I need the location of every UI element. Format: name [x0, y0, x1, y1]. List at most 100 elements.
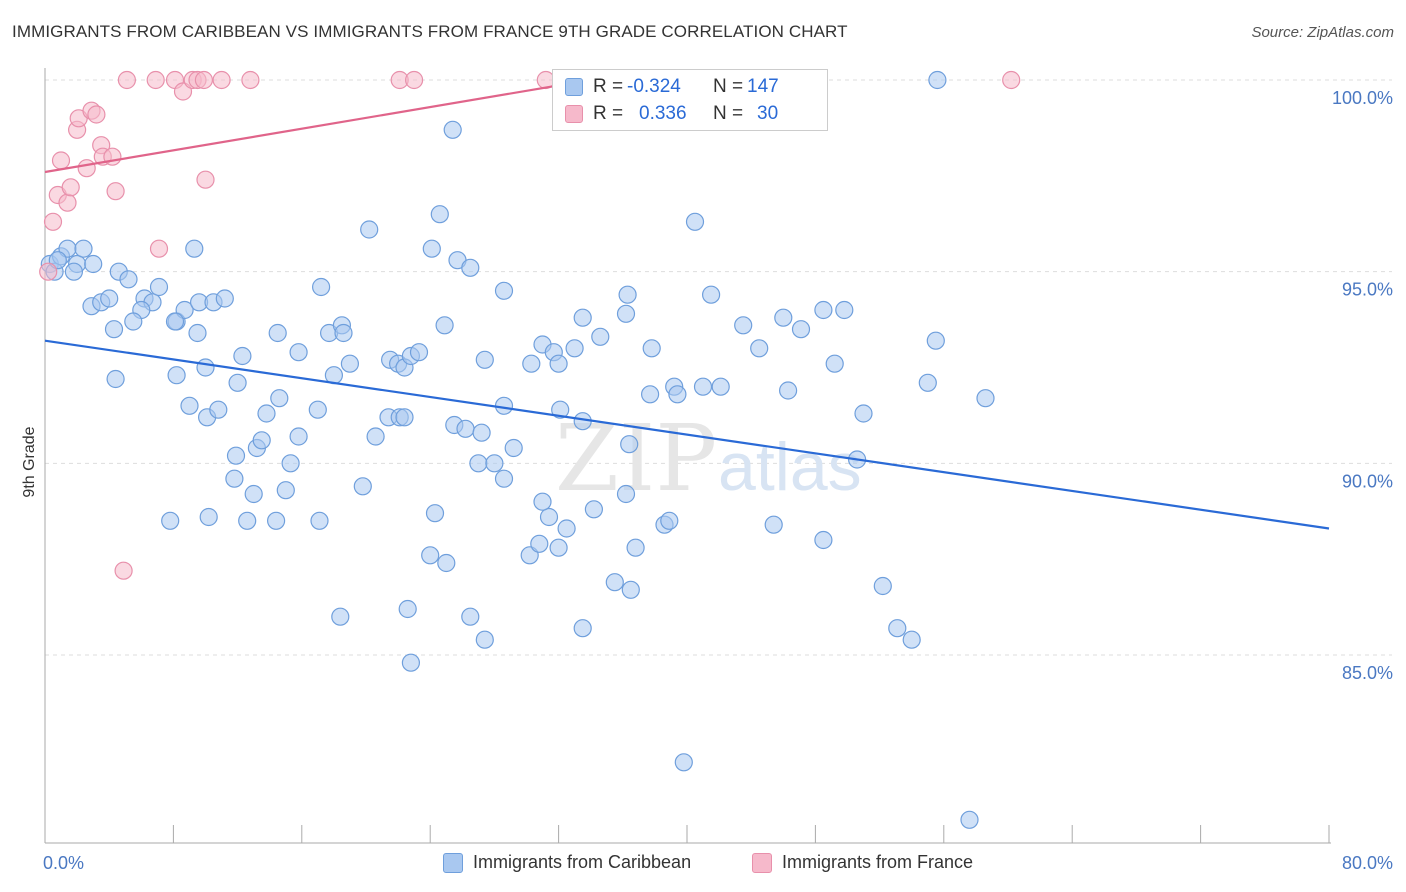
data-point: [106, 182, 125, 201]
data-point: [701, 285, 721, 304]
legend-swatch-caribbean: [565, 78, 583, 96]
data-point: [902, 630, 921, 649]
data-point: [551, 400, 570, 419]
data-point: [616, 304, 636, 323]
series-legend: Immigrants from Caribbean Immigrants fro…: [0, 852, 1406, 878]
data-point: [398, 599, 417, 619]
data-point: [960, 810, 979, 829]
data-point: [226, 446, 246, 465]
axes: [44, 68, 1331, 844]
data-point: [764, 515, 783, 534]
data-point: [539, 507, 559, 527]
data-point: [685, 212, 705, 231]
data-point: [270, 389, 289, 408]
data-point: [43, 212, 63, 231]
legend-n-label: N =: [713, 103, 744, 124]
legend-r-value: -0.324: [627, 76, 681, 97]
data-point: [165, 312, 185, 331]
data-point: [289, 343, 308, 362]
data-point: [233, 346, 252, 366]
data-point: [422, 239, 441, 258]
data-point: [64, 262, 84, 281]
data-point: [405, 70, 424, 90]
data-point: [212, 70, 231, 90]
legend-n-value: 30: [757, 103, 779, 124]
data-point: [928, 70, 947, 90]
data-point: [475, 350, 494, 369]
data-point: [188, 323, 207, 343]
legend-row-caribbean: R = -0.324 N = 147: [565, 74, 779, 100]
data-point: [494, 469, 514, 488]
data-point: [926, 331, 945, 350]
y-tick-label: 100.0%: [1332, 88, 1393, 108]
data-point: [461, 607, 480, 626]
data-point: [225, 469, 244, 488]
legend-label-caribbean: Immigrants from Caribbean: [473, 852, 692, 872]
x-tick-label: 0.0%: [43, 853, 84, 873]
data-point: [573, 619, 592, 638]
legend-swatch-caribbean: [443, 852, 463, 873]
data-point: [674, 753, 693, 772]
data-point: [185, 239, 204, 258]
data-point: [791, 320, 811, 339]
data-point: [620, 435, 639, 454]
data-point: [180, 396, 199, 415]
data-point: [435, 316, 454, 335]
watermark: ZIP atlas: [555, 405, 862, 512]
data-point: [257, 404, 276, 423]
data-point: [39, 262, 58, 281]
legend-swatch-france: [752, 852, 772, 873]
legend-item-france[interactable]: Immigrants from France: [752, 852, 973, 873]
legend-item-caribbean[interactable]: Immigrants from Caribbean: [443, 852, 691, 873]
data-point: [421, 546, 440, 565]
data-point: [854, 404, 873, 423]
data-point: [84, 254, 103, 274]
data-point: [472, 423, 491, 442]
data-point: [778, 381, 798, 400]
legend-n-label: N =: [713, 76, 744, 97]
data-point: [308, 400, 327, 419]
data-point: [199, 507, 218, 527]
data-point: [276, 481, 295, 500]
data-point: [87, 105, 106, 124]
data-point: [244, 484, 263, 504]
data-point: [146, 70, 165, 90]
data-point: [289, 427, 308, 446]
x-tick-label: 80.0%: [1342, 853, 1393, 873]
data-point: [100, 289, 119, 308]
data-point: [401, 653, 420, 672]
data-point: [642, 339, 661, 358]
trend-line: [44, 78, 591, 174]
data-point: [693, 377, 713, 396]
data-point: [621, 580, 640, 599]
grid-lines: [45, 79, 1392, 656]
data-point: [331, 607, 350, 626]
data-point: [469, 454, 488, 473]
data-point: [425, 504, 445, 523]
data-point: [1002, 70, 1021, 90]
watermark-atlas: atlas: [718, 429, 862, 505]
data-point: [310, 511, 329, 530]
data-point: [281, 454, 300, 473]
data-point: [461, 258, 480, 277]
legend-n-value: 147: [747, 76, 779, 97]
y-tick-label: 95.0%: [1342, 280, 1393, 300]
data-point: [114, 561, 133, 580]
series-france: [39, 70, 1021, 580]
data-point: [734, 316, 753, 335]
data-point: [334, 323, 353, 343]
data-point: [873, 576, 892, 596]
y-axis-label: 9th Grade: [21, 426, 38, 497]
data-point: [194, 70, 213, 90]
legend-swatch-france: [565, 105, 583, 123]
data-point: [215, 289, 234, 308]
data-point: [409, 343, 429, 362]
data-point: [366, 427, 385, 446]
data-point: [353, 477, 372, 496]
data-point: [573, 308, 592, 327]
data-point: [149, 277, 169, 297]
trend-line: [44, 339, 1330, 530]
data-point: [918, 373, 937, 392]
data-point: [530, 534, 549, 553]
